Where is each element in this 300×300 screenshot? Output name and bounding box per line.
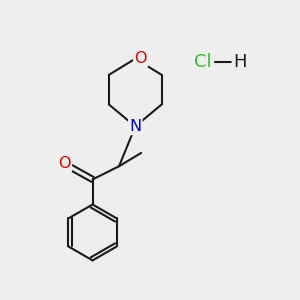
- Text: H: H: [233, 53, 247, 71]
- Text: Cl: Cl: [194, 53, 212, 71]
- Text: O: O: [58, 156, 71, 171]
- Text: O: O: [134, 51, 147, 66]
- Text: N: N: [129, 119, 141, 134]
